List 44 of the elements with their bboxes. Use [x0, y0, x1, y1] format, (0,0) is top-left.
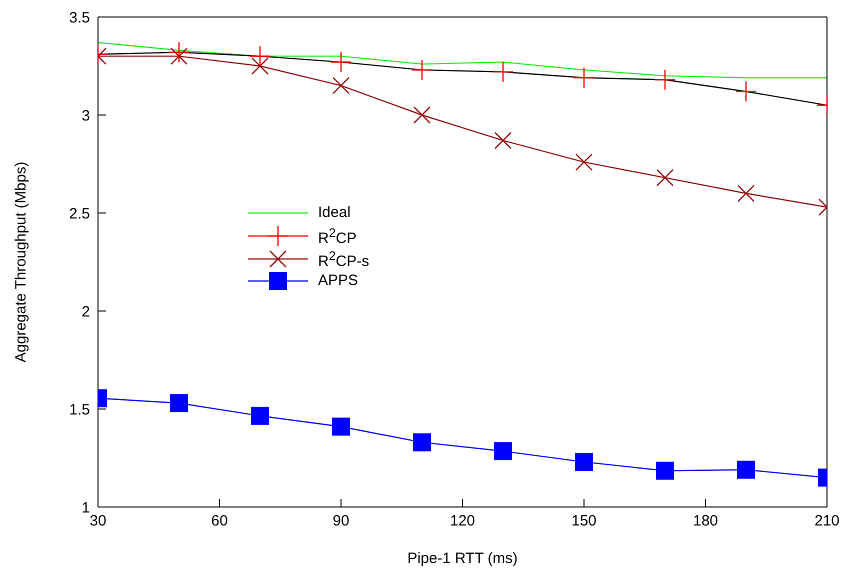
point [654, 69, 676, 90]
point [249, 46, 271, 67]
x-tick-label: 90 [332, 512, 350, 530]
legend-label: R$^{2}$CP [318, 225, 357, 250]
point [411, 59, 433, 81]
point [170, 394, 188, 412]
point [330, 51, 352, 73]
line-series [98, 42, 827, 78]
legend-label: APPS [318, 271, 358, 292]
x-tick-label: 120 [450, 512, 476, 530]
x-tick-label: 210 [814, 512, 840, 530]
point [170, 48, 188, 65]
x-tick-label: 30 [90, 512, 106, 530]
point [413, 433, 431, 452]
y-tick-label: 1 [82, 499, 90, 516]
y-axis-title: Aggregate Throughput (Mbps) [12, 162, 30, 362]
y-tick-label: 3.5 [69, 9, 90, 26]
x-tick-label: 180 [692, 512, 718, 530]
x-axis-title: Pipe-1 RTT (ms) [407, 550, 518, 567]
point [494, 132, 512, 150]
point [251, 57, 269, 75]
legend-label: Ideal [318, 203, 351, 224]
x-tick-label: 150 [571, 512, 597, 530]
point [492, 61, 514, 83]
point [575, 153, 593, 171]
point [168, 42, 190, 63]
point [332, 418, 350, 436]
x-tick-label: 60 [211, 512, 228, 530]
y-tick-label: 1.5 [69, 401, 90, 418]
point [413, 106, 431, 124]
point [573, 67, 595, 88]
legend-label: R$^{2}$CP-s [318, 248, 370, 270]
point [656, 169, 674, 186]
point [575, 452, 593, 471]
point [332, 76, 350, 94]
y-tick-label: 2 [82, 303, 90, 320]
point [735, 80, 757, 102]
y-tick-label: 2.5 [69, 205, 90, 222]
point [737, 184, 755, 202]
point [737, 460, 755, 479]
point [656, 462, 674, 480]
point [251, 406, 269, 425]
point [494, 442, 512, 460]
y-tick-label: 3 [82, 107, 90, 124]
